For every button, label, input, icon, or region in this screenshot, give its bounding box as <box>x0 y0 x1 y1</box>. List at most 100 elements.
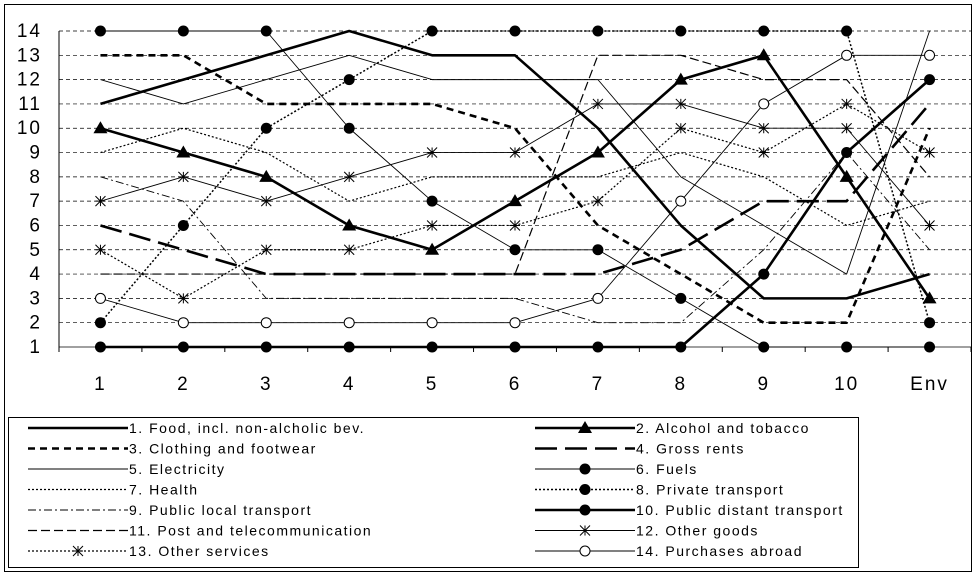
legend-item-10: 10. Public distant transport <box>535 502 844 518</box>
data-point <box>178 171 189 183</box>
x-tick-label: 3 <box>260 374 273 395</box>
series-3 <box>100 54 931 324</box>
x-tick-label: 10 <box>834 374 859 395</box>
data-point <box>924 220 935 231</box>
data-point <box>426 341 438 353</box>
data-point <box>509 244 521 256</box>
data-point <box>176 145 191 158</box>
series-line <box>100 103 931 276</box>
legend-label: 10. Public distant transport <box>636 502 844 518</box>
data-point <box>841 98 852 110</box>
legend-label: 12. Other goods <box>636 523 759 539</box>
data-point <box>922 291 937 304</box>
series-14 <box>94 49 936 329</box>
data-point <box>260 244 272 256</box>
legend-label: 13. Other services <box>129 543 270 559</box>
series-line <box>100 127 930 227</box>
data-point <box>758 147 770 158</box>
data-point <box>426 147 438 158</box>
data-point <box>426 195 438 207</box>
legend-label: 3. Clothing and footwear <box>129 441 317 457</box>
legend-marker <box>579 545 591 557</box>
data-point <box>675 341 687 353</box>
y-tick-label: 10 <box>17 118 42 139</box>
data-point <box>758 341 770 353</box>
series-11 <box>100 54 931 275</box>
legend-label: 1. Food, incl. non-alcholic bev. <box>129 420 365 436</box>
series-2 <box>93 48 937 304</box>
legend-item-6: 6. Fuels <box>535 461 698 477</box>
data-point <box>343 341 355 353</box>
y-tick-label: 4 <box>29 264 42 285</box>
data-point <box>509 25 521 37</box>
legend-label: 2. Alcohol and tobacco <box>636 420 810 436</box>
data-point <box>95 195 106 207</box>
data-point <box>343 74 355 86</box>
legend-marker <box>579 504 591 516</box>
data-point <box>93 121 108 134</box>
data-point <box>673 72 688 85</box>
x-tick-label: 4 <box>343 374 356 395</box>
legend-label: 9. Public local transport <box>129 502 312 518</box>
data-point <box>675 98 687 110</box>
data-point <box>924 341 936 353</box>
data-point <box>592 195 604 207</box>
series-13 <box>95 98 935 304</box>
legend-item-5: 5. Electricity <box>28 461 224 477</box>
data-point <box>177 317 189 329</box>
legend-label: 4. Gross rents <box>636 441 745 457</box>
data-point <box>508 194 522 207</box>
data-point <box>758 25 770 37</box>
outer-border <box>4 4 972 572</box>
legend-label: 6. Fuels <box>636 461 698 477</box>
legend-label: 8. Private transport <box>636 482 784 498</box>
data-point <box>177 341 189 353</box>
data-point <box>260 317 272 329</box>
data-point <box>94 25 106 37</box>
y-tick-label: 13 <box>17 45 42 66</box>
legend-item-4: 4. Gross rents <box>535 441 745 457</box>
data-point <box>509 147 521 158</box>
y-tick-label: 8 <box>29 167 42 188</box>
data-point <box>841 25 853 37</box>
legend-label: 7. Health <box>129 482 199 498</box>
y-tick-label: 5 <box>29 240 42 261</box>
data-point <box>841 49 853 61</box>
data-point <box>675 292 687 304</box>
legend-marker <box>579 463 591 475</box>
y-tick-label: 7 <box>29 191 42 212</box>
y-tick-label: 12 <box>17 70 42 91</box>
series-line <box>100 29 930 300</box>
data-point <box>590 145 605 158</box>
x-tick-label: 5 <box>426 374 439 395</box>
data-point <box>841 147 853 159</box>
series-line <box>100 78 931 349</box>
legend-marker <box>578 421 592 433</box>
legend-item-3: 3. Clothing and footwear <box>28 441 317 457</box>
data-point <box>592 341 604 353</box>
data-point <box>509 341 521 353</box>
data-point <box>260 195 272 207</box>
data-point <box>426 317 438 329</box>
legend-item-7: 7. Health <box>28 482 199 498</box>
y-tick-label: 14 <box>17 21 42 42</box>
x-tick-label: 9 <box>757 374 770 395</box>
data-point <box>343 122 355 134</box>
data-point <box>260 25 272 37</box>
series-lines <box>93 25 937 353</box>
data-point <box>509 317 521 329</box>
data-point <box>592 292 604 304</box>
y-tick-label: 11 <box>18 94 42 115</box>
data-point <box>924 74 936 86</box>
data-point <box>343 244 355 256</box>
legend-item-1: 1. Food, incl. non-alcholic bev. <box>28 420 365 436</box>
x-tick-label: Env <box>910 374 949 395</box>
legend-marker <box>72 545 84 557</box>
data-point <box>426 25 438 37</box>
y-tick-label: 3 <box>29 288 42 309</box>
data-point <box>343 171 355 183</box>
data-point <box>592 25 604 37</box>
legend-item-9: 9. Public local transport <box>28 502 312 518</box>
series-6 <box>94 25 936 353</box>
x-tick-label: 1 <box>94 374 107 395</box>
